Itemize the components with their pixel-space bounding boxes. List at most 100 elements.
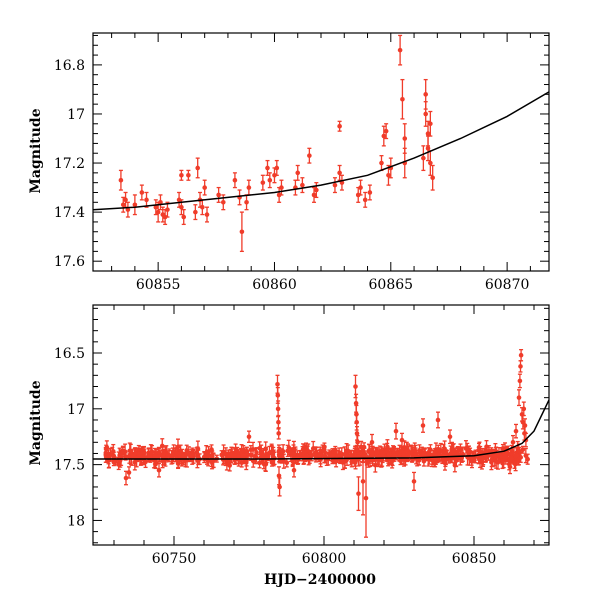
data-point — [275, 393, 281, 398]
data-point — [276, 192, 282, 198]
data-point — [337, 123, 342, 129]
data-point — [166, 453, 172, 458]
data-point — [425, 146, 431, 151]
data-point — [314, 187, 319, 193]
data-point — [184, 448, 190, 453]
data-point — [513, 428, 519, 434]
data-point — [181, 214, 187, 220]
data-point — [156, 467, 162, 473]
data-point — [400, 96, 405, 102]
data-point — [162, 214, 168, 220]
data-point — [412, 447, 418, 453]
plot-frame — [92, 304, 550, 546]
plot-frame — [92, 32, 550, 272]
data-point — [123, 475, 129, 481]
data-point — [521, 406, 527, 412]
data-point — [421, 155, 426, 161]
data-point — [300, 182, 305, 188]
data-point — [421, 458, 427, 464]
data-point — [193, 209, 198, 215]
data-point — [276, 448, 282, 454]
data-point — [489, 457, 495, 463]
data-point — [366, 448, 372, 453]
data-point — [309, 453, 314, 459]
data-point — [360, 479, 366, 484]
data-point — [227, 463, 233, 468]
data-point — [354, 419, 360, 425]
data-point — [420, 423, 426, 428]
data-point — [507, 464, 513, 470]
data-point — [204, 212, 210, 217]
data-point — [509, 455, 514, 461]
data-point — [525, 456, 530, 462]
data-point — [148, 450, 154, 455]
data-point — [435, 446, 441, 452]
data-point — [313, 451, 318, 456]
data-point — [254, 450, 259, 455]
data-point — [448, 451, 453, 456]
data-point — [223, 451, 229, 456]
data-point — [176, 197, 182, 203]
data-point — [321, 447, 327, 452]
data-point — [179, 173, 184, 178]
data-point — [366, 459, 371, 464]
data-point — [257, 460, 262, 466]
data-point — [358, 185, 363, 190]
data-point — [355, 192, 361, 198]
data-point — [233, 446, 238, 452]
x-tick-label: 60860 — [252, 277, 297, 293]
data-point — [275, 406, 281, 412]
data-point — [257, 445, 262, 451]
data-point — [230, 452, 235, 458]
data-point — [516, 456, 522, 462]
data-point — [311, 192, 317, 198]
data-point — [155, 209, 161, 215]
model-curve — [93, 399, 549, 460]
x-axis-title: HJD−2400000 — [264, 572, 376, 588]
data-point — [381, 450, 386, 456]
data-point — [276, 431, 282, 436]
data-point — [246, 185, 252, 190]
data-point — [274, 165, 280, 171]
data-point — [291, 446, 296, 452]
bottom-panel: 60750 60800 60850 16.5 17 17.5 18 — [54, 304, 550, 567]
data-point — [518, 364, 523, 369]
data-point — [265, 165, 270, 171]
x-tick-label: 60800 — [302, 551, 347, 567]
data-point — [514, 453, 520, 458]
data-point — [516, 395, 522, 400]
data-point — [353, 384, 358, 389]
model-curve — [93, 91, 549, 211]
data-point — [402, 136, 408, 141]
data-point — [118, 177, 124, 183]
plot-area — [93, 34, 549, 253]
data-point — [517, 378, 523, 384]
data-point — [447, 434, 453, 440]
data-point — [263, 461, 269, 467]
data-point — [342, 452, 347, 457]
data-point — [354, 431, 360, 436]
y-tick-label: 18 — [67, 513, 85, 529]
data-point — [243, 453, 249, 458]
plot-area — [93, 349, 549, 538]
data-point — [195, 446, 201, 451]
data-point — [203, 450, 209, 456]
x-tick-label: 60850 — [452, 551, 497, 567]
data-point — [428, 160, 433, 166]
data-point — [281, 458, 287, 464]
data-point — [144, 197, 149, 203]
data-point — [417, 448, 422, 453]
data-point — [246, 434, 252, 440]
data-point — [136, 451, 142, 457]
data-point — [244, 199, 249, 205]
data-point — [117, 452, 122, 458]
data-point — [126, 470, 132, 475]
y-tick-label: 16.8 — [54, 58, 85, 74]
data-point — [386, 173, 391, 178]
data-point — [442, 446, 447, 452]
data-point — [272, 173, 277, 178]
data-point — [123, 197, 128, 203]
data-point — [369, 440, 375, 445]
data-point — [522, 423, 528, 428]
